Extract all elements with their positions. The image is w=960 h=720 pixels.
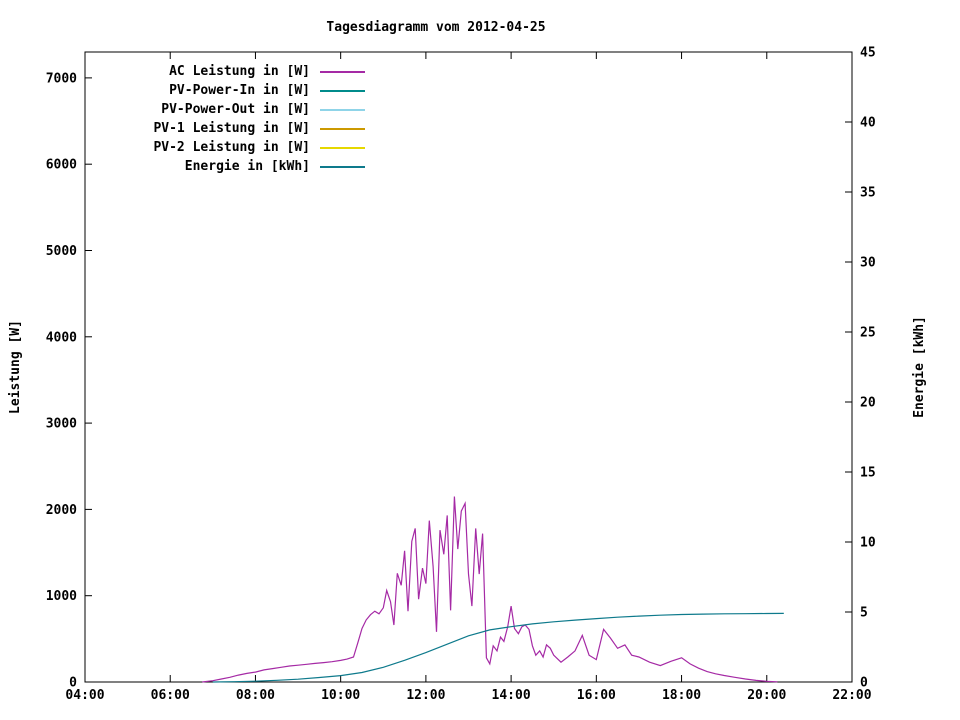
x-tick-label: 06:00 <box>151 688 190 703</box>
legend-item: PV-Power-Out in [W] <box>98 100 365 119</box>
x-tick-label: 04:00 <box>65 688 104 703</box>
y-axis-right-title: Energie [kWh] <box>912 316 927 418</box>
y-left-tick-label: 2000 <box>46 503 77 518</box>
legend-swatch <box>320 165 365 168</box>
legend-swatch <box>320 70 365 73</box>
legend-label: PV-2 Leistung in [W] <box>153 140 310 155</box>
legend-label: PV-1 Leistung in [W] <box>153 121 310 136</box>
x-tick-label: 20:00 <box>747 688 786 703</box>
y-right-tick-label: 40 <box>860 116 876 131</box>
y-left-tick-label: 5000 <box>46 244 77 259</box>
x-tick-label: 22:00 <box>832 688 871 703</box>
series-line <box>202 496 778 683</box>
y-right-tick-label: 15 <box>860 466 876 481</box>
y-left-tick-label: 4000 <box>46 330 77 345</box>
legend-item: PV-1 Leistung in [W] <box>98 119 365 138</box>
plot-border <box>84 51 853 683</box>
legend-item: AC Leistung in [W] <box>98 62 365 81</box>
legend-label: Energie in [kWh] <box>184 159 310 174</box>
y-axis-left-title: Leistung [W] <box>8 320 23 414</box>
legend-item: PV-Power-In in [W] <box>98 81 365 100</box>
y-right-tick-label: 20 <box>860 396 876 411</box>
y-left-tick-label: 1000 <box>46 589 77 604</box>
x-tick-label: 14:00 <box>492 688 531 703</box>
y-right-tick-label: 0 <box>860 676 868 691</box>
series-line <box>212 612 784 683</box>
x-tick-label: 18:00 <box>662 688 701 703</box>
x-tick-label: 16:00 <box>577 688 616 703</box>
x-tick-label: 12:00 <box>406 688 445 703</box>
legend: AC Leistung in [W] PV-Power-In in [W] PV-P… <box>98 62 365 176</box>
y-right-tick-label: 45 <box>860 46 876 61</box>
legend-swatch <box>320 146 365 149</box>
legend-swatch <box>320 89 365 92</box>
legend-swatch <box>320 127 365 130</box>
legend-label: AC Leistung in [W] <box>169 64 310 79</box>
chart-title: Tagesdiagramm vom 2012-04-25 <box>326 20 546 35</box>
legend-label: PV-Power-Out in [W] <box>161 102 310 117</box>
x-tick-label: 08:00 <box>236 688 275 703</box>
legend-item: PV-2 Leistung in [W] <box>98 138 365 157</box>
y-left-tick-label: 0 <box>69 676 77 691</box>
legend-swatch <box>320 108 365 111</box>
y-left-tick-label: 6000 <box>46 158 77 173</box>
legend-label: PV-Power-In in [W] <box>169 83 310 98</box>
x-tick-label: 10:00 <box>321 688 360 703</box>
y-left-tick-label: 3000 <box>46 417 77 432</box>
y-right-tick-label: 25 <box>860 326 876 341</box>
y-left-tick-label: 7000 <box>46 71 77 86</box>
y-right-tick-label: 35 <box>860 186 876 201</box>
y-right-tick-label: 5 <box>860 606 868 621</box>
y-right-tick-label: 30 <box>860 256 876 271</box>
legend-item: Energie in [kWh] <box>98 157 365 176</box>
y-right-tick-label: 10 <box>860 536 876 551</box>
